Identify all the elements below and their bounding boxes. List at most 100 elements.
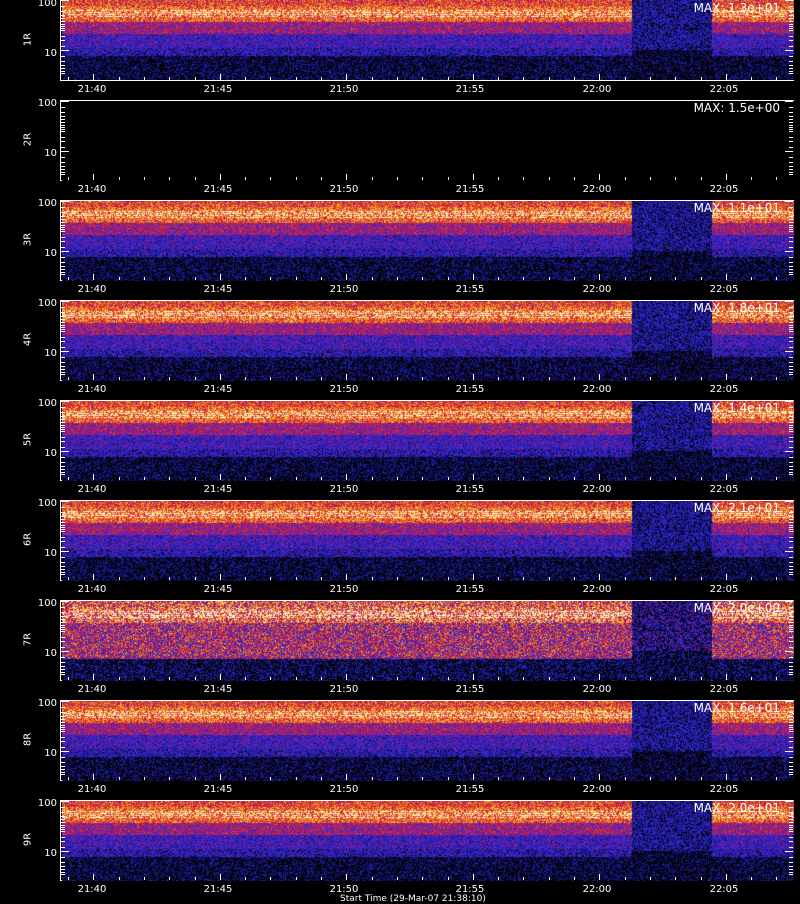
y-tick-mark: [789, 727, 793, 728]
x-tick-mark: [68, 377, 69, 380]
y-tick-mark: [789, 71, 793, 72]
y-tick-mark: [789, 362, 793, 363]
x-tick-mark: [118, 877, 120, 880]
x-tick-label: 22:00: [582, 684, 612, 695]
x-tick-mark: [447, 77, 449, 80]
x-tick-mark: [321, 277, 322, 280]
y-tick-mark: [789, 772, 793, 773]
x-tick-mark: [725, 674, 727, 680]
x-tick-mark: [169, 377, 171, 380]
y-tick-mark: [61, 822, 65, 823]
x-tick-mark: [245, 277, 247, 280]
x-tick-mark: [422, 777, 424, 780]
x-tick-mark: [396, 677, 398, 680]
x-tick-label: 22:00: [582, 384, 612, 395]
y-tick-mark: [61, 522, 65, 523]
x-tick-mark: [624, 377, 626, 380]
y-tick-label-100: 100: [37, 0, 57, 9]
y-tick-mark: [789, 219, 793, 220]
x-tick-mark: [675, 877, 677, 880]
x-tick-mark: [700, 77, 702, 80]
y-tick-mark: [789, 137, 793, 138]
max-value-label: MAX: 1.5e+00: [693, 101, 780, 115]
x-tick-mark: [599, 674, 601, 680]
x-tick-mark: [447, 577, 449, 580]
y-tick-mark: [61, 169, 65, 170]
y-tick-label-10: 10: [44, 448, 57, 459]
y-tick-mark: [61, 40, 65, 41]
plot-area: [60, 700, 794, 781]
x-tick-mark: [68, 177, 69, 180]
y-tick-mark: [61, 619, 65, 620]
x-tick-mark: [219, 574, 221, 580]
y-tick-mark: [789, 374, 793, 375]
x-tick-mark: [624, 277, 626, 280]
x-tick-mark: [396, 177, 398, 180]
y-tick-mark: [789, 322, 793, 323]
y-tick-mark: [61, 666, 65, 667]
y-tick-label-10: 10: [44, 748, 57, 759]
y-tick-mark: [789, 18, 793, 19]
y-tick-mark: [61, 719, 65, 720]
y-tick-label-10: 10: [44, 848, 57, 859]
y-tick-mark: [61, 866, 65, 867]
y-tick-mark: [789, 61, 793, 62]
y-tick-mark: [61, 401, 69, 402]
x-tick-label: 21:40: [77, 84, 107, 95]
y-tick-mark: [789, 231, 793, 232]
x-tick-mark: [371, 677, 373, 680]
y-tick-mark: [61, 851, 69, 852]
x-tick-mark: [68, 277, 69, 280]
y-tick-mark: [789, 616, 793, 617]
x-tick-mark: [624, 177, 626, 180]
y-axis-label: 5R: [22, 432, 34, 447]
x-tick-mark: [194, 877, 196, 880]
x-tick-mark: [321, 77, 322, 80]
y-tick-mark: [61, 831, 65, 832]
y-tick-mark: [61, 766, 65, 767]
panel-5r: 5R 100 10 21:40 21:45 21:50 21:55 22:00 22:05 MAX…: [0, 398, 800, 500]
x-tick-mark: [371, 77, 373, 80]
x-tick-label: 22:00: [582, 84, 612, 95]
y-tick-mark: [61, 36, 65, 37]
panel-6r: 6R 100 10 21:40 21:45 21:50 21:55 22:00 22:05 MAX…: [0, 498, 800, 600]
x-tick-mark: [649, 577, 651, 580]
x-tick-mark: [422, 177, 424, 180]
y-tick-mark: [789, 462, 793, 463]
x-tick-label: 21:40: [77, 784, 107, 795]
x-tick-mark: [321, 777, 322, 780]
x-tick-mark: [675, 77, 677, 80]
x-tick-mark: [599, 74, 601, 80]
y-tick-mark: [61, 429, 65, 430]
x-tick-mark: [169, 577, 171, 580]
y-tick-mark: [789, 672, 793, 673]
x-tick-label: 22:05: [709, 684, 739, 695]
x-tick-mark: [498, 177, 500, 180]
x-tick-mark: [143, 377, 145, 380]
y-tick-mark: [61, 701, 69, 702]
x-tick-mark: [245, 477, 247, 480]
y-tick-mark: [789, 831, 793, 832]
x-tick-mark: [194, 677, 196, 680]
x-tick-mark: [422, 877, 424, 880]
x-tick-label: 22:05: [709, 584, 739, 595]
x-tick-mark: [93, 774, 95, 780]
x-tick-mark: [143, 477, 145, 480]
x-tick-mark: [472, 674, 474, 680]
y-tick-mark: [61, 627, 65, 628]
y-tick-mark: [61, 372, 65, 373]
x-tick-mark: [472, 174, 474, 180]
x-tick-mark: [700, 677, 702, 680]
x-tick-mark: [649, 677, 651, 680]
y-tick-mark: [61, 631, 65, 632]
x-tick-mark: [321, 177, 322, 180]
y-tick-mark: [789, 347, 793, 348]
y-tick-mark: [785, 301, 793, 302]
y-tick-mark: [61, 474, 65, 475]
x-tick-mark: [725, 874, 727, 880]
x-tick-mark: [447, 777, 449, 780]
panel-8r: 8R 100 10 21:40 21:45 21:50 21:55 22:00 22:05 MAX…: [0, 698, 800, 800]
y-tick-mark: [789, 557, 793, 558]
x-tick-mark: [346, 174, 348, 180]
x-tick-mark: [68, 877, 69, 880]
